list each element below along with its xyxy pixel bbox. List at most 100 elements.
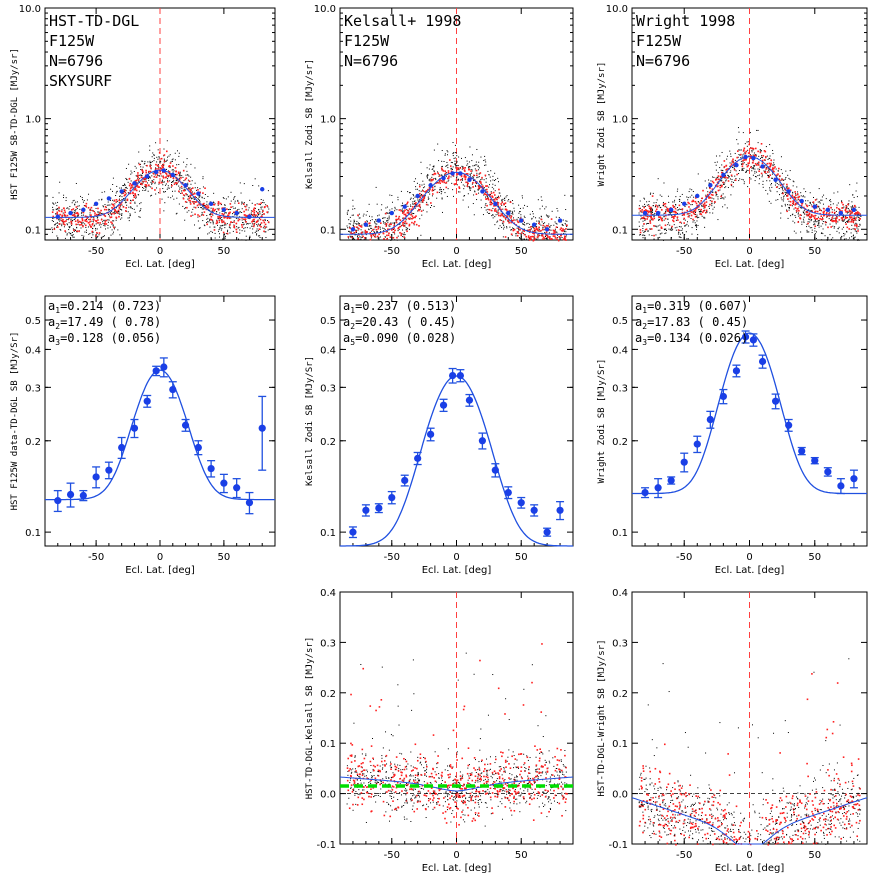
- data-point-black: [759, 150, 761, 152]
- data-point-black: [531, 217, 533, 219]
- data-point-red: [449, 165, 452, 167]
- data-point-black: [510, 210, 512, 212]
- data-point-red: [546, 234, 549, 237]
- data-point-black: [63, 215, 65, 217]
- data-point-red: [399, 225, 402, 228]
- data-point-black: [176, 212, 178, 214]
- data-point-black: [452, 168, 454, 170]
- data-point-black: [179, 176, 181, 178]
- data-point-black: [479, 181, 481, 183]
- data-point-red: [463, 175, 466, 178]
- data-point-red: [440, 179, 443, 182]
- data-point-black: [142, 187, 144, 189]
- data-point-black: [731, 178, 733, 180]
- data-point-black: [130, 206, 132, 208]
- data-point-black: [221, 225, 223, 227]
- data-point-red: [398, 215, 401, 218]
- data-point-red: [517, 221, 520, 224]
- data-point-black: [108, 204, 110, 206]
- data-point-black: [649, 216, 651, 218]
- data-point-black: [522, 207, 524, 209]
- data-point-black: [474, 165, 476, 167]
- data-point-red: [717, 175, 720, 177]
- data-point-black: [386, 220, 388, 222]
- data-point-black: [375, 234, 377, 236]
- data-point-red: [846, 226, 849, 229]
- data-point-black: [258, 209, 260, 211]
- data-point-black: [349, 235, 351, 237]
- data-point-black: [811, 229, 813, 231]
- data-point-red: [486, 188, 488, 191]
- data-point-black: [141, 160, 143, 162]
- data-point-red: [370, 235, 373, 238]
- data-point-red: [191, 200, 194, 203]
- data-point-red: [648, 205, 650, 208]
- data-point-red: [403, 211, 405, 213]
- data-point-black: [644, 203, 646, 205]
- data-point-red: [557, 239, 560, 242]
- data-point-black: [645, 223, 647, 225]
- data-point-black: [725, 186, 727, 188]
- data-point-red: [114, 209, 117, 212]
- data-point-black: [171, 190, 173, 192]
- data-point-red: [437, 182, 439, 184]
- data-point-black: [468, 161, 470, 163]
- data-point-black: [671, 229, 673, 231]
- data-point-red: [725, 165, 727, 167]
- data-point-black: [365, 214, 367, 216]
- data-point-red: [766, 162, 769, 165]
- data-point-black: [379, 228, 381, 230]
- data-point-black: [668, 211, 670, 213]
- data-point-black: [197, 220, 199, 222]
- data-point-red: [182, 189, 185, 192]
- data-point-red: [182, 197, 185, 200]
- data-point-red: [779, 184, 782, 187]
- data-point-red: [369, 231, 372, 234]
- data-point-red: [96, 222, 99, 224]
- data-point-red: [94, 214, 96, 216]
- data-point-black: [720, 180, 722, 182]
- data-point-black: [700, 210, 702, 212]
- data-point-black: [526, 205, 528, 207]
- data-point-black: [720, 177, 722, 179]
- data-point-black: [232, 230, 234, 232]
- data-point-black: [151, 194, 153, 196]
- data-point-black: [508, 214, 510, 216]
- data-point-red: [266, 211, 269, 213]
- data-point-black: [55, 202, 57, 204]
- data-point-black: [797, 213, 799, 215]
- data-point-red: [349, 227, 351, 229]
- data-point-black: [409, 217, 411, 219]
- data-point-red: [124, 189, 127, 191]
- data-point-red: [105, 208, 108, 211]
- data-point-black: [130, 173, 132, 175]
- data-point-red: [261, 215, 263, 218]
- data-point-black: [103, 235, 105, 237]
- data-point-black: [657, 205, 659, 207]
- data-point-black: [56, 235, 58, 237]
- data-point-red: [797, 207, 799, 210]
- data-point-red: [845, 223, 847, 225]
- data-point-red: [490, 203, 492, 206]
- data-point-black: [157, 175, 159, 177]
- data-point-black: [148, 171, 150, 173]
- data-point-black: [114, 226, 116, 228]
- data-point-black: [726, 172, 728, 174]
- data-point-black: [806, 229, 808, 231]
- data-point-red: [487, 197, 490, 200]
- data-point-red: [719, 186, 722, 189]
- data-point-black: [806, 214, 808, 216]
- data-point-black: [639, 234, 641, 236]
- data-point-black: [384, 223, 386, 225]
- data-point-red: [714, 201, 716, 203]
- data-point-black: [763, 170, 765, 172]
- data-point-black: [170, 186, 172, 188]
- data-point-black: [651, 234, 653, 236]
- data-point-black: [680, 226, 682, 228]
- data-point-black: [687, 225, 689, 227]
- data-point-red: [415, 215, 417, 217]
- binned-point: [363, 222, 369, 227]
- data-point-black: [795, 197, 797, 199]
- data-point-black: [512, 200, 514, 202]
- data-point-black: [853, 220, 855, 222]
